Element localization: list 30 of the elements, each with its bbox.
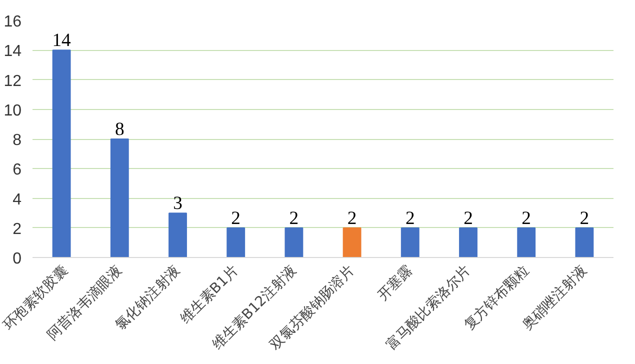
data-label: 2 [347, 208, 357, 229]
data-label: 8 [114, 119, 124, 140]
y-tick-label: 10 [4, 102, 22, 120]
bar [284, 227, 304, 258]
bar [342, 227, 362, 258]
bar [110, 138, 129, 258]
y-tick-label: 4 [12, 191, 22, 208]
data-label: 2 [231, 208, 241, 229]
x-tick-label: 开塞露 [374, 262, 416, 304]
bar [575, 227, 594, 258]
y-tick-label: 16 [4, 14, 22, 30]
data-label: 2 [580, 208, 590, 229]
bar [400, 227, 420, 258]
data-label: 2 [289, 208, 299, 229]
bar [52, 50, 71, 258]
y-tick-label: 0 [12, 250, 22, 268]
bar [168, 212, 187, 258]
bar [459, 227, 478, 258]
bar [226, 227, 246, 258]
y-tick-label: 2 [12, 220, 22, 238]
data-label: 3 [173, 193, 182, 214]
data-label: 2 [522, 208, 532, 229]
bar [517, 227, 536, 258]
y-tick-label: 6 [12, 162, 22, 179]
y-tick-label: 12 [4, 72, 22, 90]
data-label: 2 [464, 208, 473, 229]
y-tick-label: 14 [4, 43, 22, 60]
data-label: 2 [405, 208, 415, 229]
data-label: 14 [52, 30, 72, 52]
y-tick-label: 8 [12, 132, 22, 149]
